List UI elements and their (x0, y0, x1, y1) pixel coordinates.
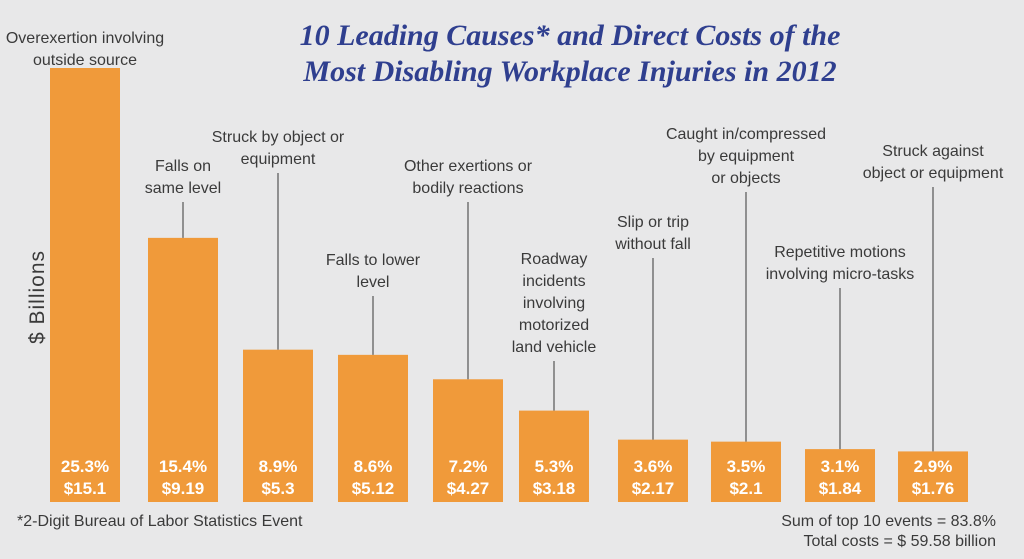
value-label: $2.1 (729, 479, 762, 498)
sum-note: Sum of top 10 events = 83.8% (781, 513, 996, 530)
category-label: Struck against (882, 143, 984, 160)
category-label: without fall (614, 236, 691, 253)
value-label: $5.3 (261, 479, 294, 498)
category-label: Other exertions or (404, 158, 533, 175)
bar (519, 410, 589, 502)
bar (243, 349, 313, 502)
percent-label: 15.4% (159, 457, 207, 476)
category-label: Repetitive motions (774, 244, 906, 261)
category-label: involving (523, 295, 585, 312)
percent-label: 7.2% (449, 457, 488, 476)
bar (618, 439, 688, 502)
category-label: bodily reactions (412, 180, 523, 197)
percent-label: 2.9% (914, 457, 953, 476)
percent-label: 3.1% (821, 457, 860, 476)
category-label: object or equipment (863, 165, 1004, 182)
bar (50, 68, 120, 502)
category-label: equipment (241, 151, 316, 168)
value-label: $9.19 (162, 479, 205, 498)
category-label: outside source (33, 52, 137, 69)
value-label: $1.76 (912, 479, 955, 498)
category-label: Slip or trip (617, 214, 689, 231)
percent-label: 3.5% (727, 457, 766, 476)
category-label: motorized (519, 317, 589, 334)
chart-title-line-1: 10 Leading Causes* and Direct Costs of t… (299, 19, 841, 52)
bar (433, 379, 503, 502)
bar (148, 237, 218, 502)
category-label: Falls to lower (326, 252, 421, 269)
bar (711, 441, 781, 502)
category-label: Overexertion involving (6, 30, 164, 47)
category-label: land vehicle (512, 339, 597, 356)
percent-label: 25.3% (61, 457, 109, 476)
value-label: $2.17 (632, 479, 675, 498)
bar (898, 451, 968, 502)
bar (338, 354, 408, 502)
percent-label: 8.9% (259, 457, 298, 476)
percent-label: 5.3% (535, 457, 574, 476)
category-label: involving micro-tasks (766, 266, 914, 283)
percent-label: 8.6% (354, 457, 393, 476)
value-label: $3.18 (533, 479, 576, 498)
category-label: Roadway (521, 251, 588, 268)
bar (805, 449, 875, 502)
category-label: Caught in/compressed (666, 126, 826, 143)
percent-label: 3.6% (634, 457, 673, 476)
chart-title-line-2: Most Disabling Workplace Injuries in 201… (303, 55, 837, 88)
value-label: $1.84 (819, 479, 862, 498)
category-label: level (357, 274, 390, 291)
category-label: Falls on (155, 158, 211, 175)
value-label: $4.27 (447, 479, 490, 498)
category-label: or objects (711, 170, 780, 187)
value-label: $15.1 (64, 479, 107, 498)
chart-title: 10 Leading Causes* and Direct Costs of t… (200, 18, 940, 90)
value-label: $5.12 (352, 479, 395, 498)
category-label: Struck by object or (212, 129, 345, 146)
category-label: incidents (522, 273, 585, 290)
category-label: same level (145, 180, 221, 197)
category-label: by equipment (698, 148, 795, 165)
footnote: *2-Digit Bureau of Labor Statistics Even… (17, 513, 303, 530)
total-note: Total costs = $ 59.58 billion (803, 533, 996, 550)
